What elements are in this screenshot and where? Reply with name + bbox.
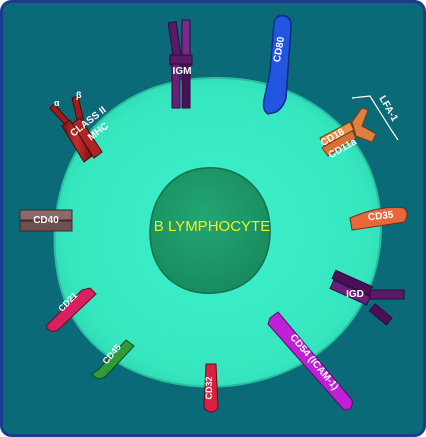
cd32-receptor: CD32 [203,363,219,413]
beta-label: β [76,90,82,100]
cell-title: B LYMPHOCYTE [154,218,270,235]
nucleus [149,167,271,294]
cd80-receptor: CD80 [262,14,292,115]
cd40-label: CD40 [33,215,59,226]
lfa1-bracket [351,95,399,141]
igm-label: IGM [173,66,192,77]
alpha-label: α [54,98,60,108]
igd-receptor: IGD [329,269,405,326]
cd35-receptor: CD35 [349,207,408,231]
cd40-receptor: CD40 [19,209,73,232]
igm-receptor: IGM [167,19,193,109]
cd80-label: CD80 [272,36,287,64]
cd32-label: CD32 [204,376,214,399]
cd35-label: CD35 [367,210,394,224]
class-ii-mhc-receptor: α β CLASS II MHC [49,90,111,163]
igd-label: IGD [346,289,364,300]
